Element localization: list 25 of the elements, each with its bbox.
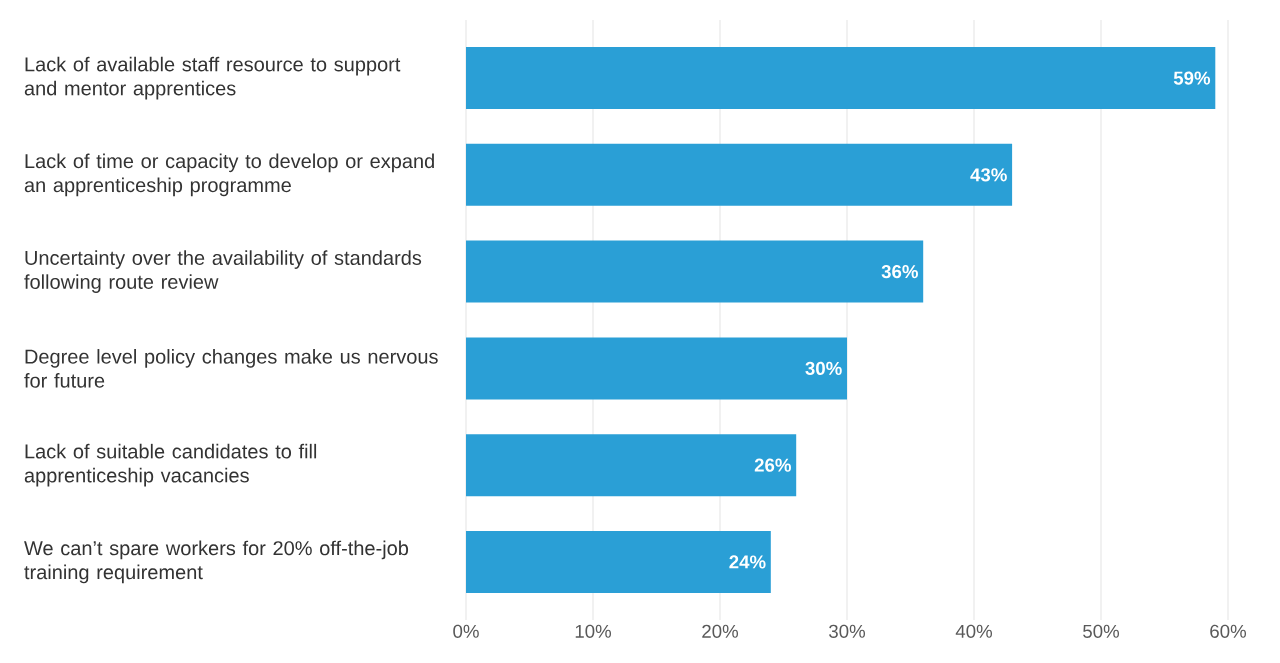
x-tick-label: 30% bbox=[829, 624, 866, 638]
x-tick-label: 20% bbox=[702, 624, 739, 638]
x-tick-label: 10% bbox=[575, 624, 612, 638]
data-label: 30% bbox=[805, 361, 842, 375]
y-tick-label: Lack of available staff resource to support and mentor apprentices bbox=[24, 56, 401, 100]
y-tick-label: Lack of suitable candidates to fill apprenticeship vacancies bbox=[24, 443, 317, 487]
bar bbox=[466, 47, 1216, 110]
data-label: 59% bbox=[1173, 71, 1211, 85]
y-tick-label: Lack of time or capacity to develop or expand an apprenticeship programme bbox=[24, 153, 434, 197]
x-tick-label: 50% bbox=[1083, 624, 1120, 638]
x-tick-label: 40% bbox=[955, 624, 993, 638]
bar bbox=[466, 240, 924, 303]
x-tick-label: 0% bbox=[453, 624, 479, 638]
data-label: 24% bbox=[729, 555, 766, 569]
data-label: 43% bbox=[970, 168, 1007, 182]
data-label: 26% bbox=[754, 458, 791, 472]
bar bbox=[466, 337, 848, 400]
y-tick-label: Uncertainty over the availability of standards following route review bbox=[24, 250, 422, 293]
data-label: 36% bbox=[881, 264, 918, 279]
bar bbox=[466, 434, 797, 497]
x-tick-label: 60% bbox=[1210, 624, 1247, 638]
bar bbox=[466, 143, 1013, 206]
y-tick-label: We can’t spare workers for 20% off-the-job training requirement bbox=[24, 540, 409, 584]
bar bbox=[466, 530, 771, 593]
y-tick-label: Degree level policy changes make us nervous for future bbox=[24, 349, 438, 388]
